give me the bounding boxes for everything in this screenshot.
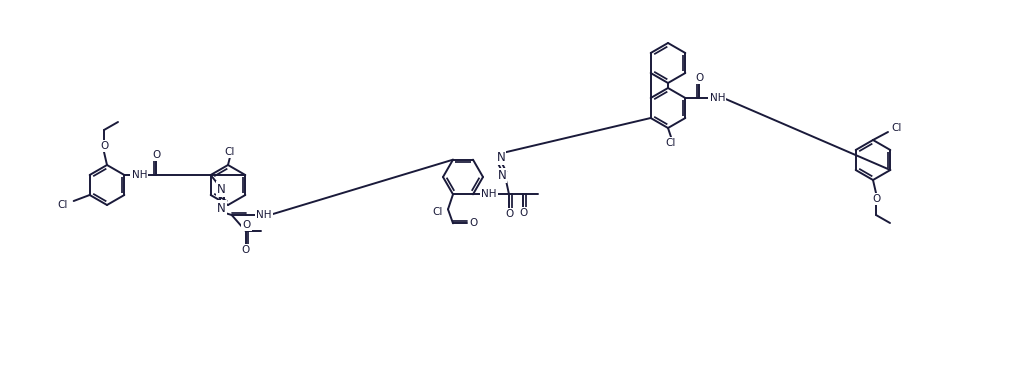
Text: O: O (872, 194, 880, 204)
Text: Cl: Cl (892, 123, 902, 133)
Text: O: O (505, 209, 513, 219)
Text: N: N (497, 151, 505, 164)
Text: O: O (152, 150, 161, 160)
Text: O: O (696, 73, 704, 83)
Text: NH: NH (132, 170, 147, 180)
Text: Cl: Cl (224, 147, 236, 157)
Text: N: N (217, 183, 226, 196)
Text: O: O (242, 245, 250, 255)
Text: O: O (243, 220, 251, 230)
Text: Cl: Cl (433, 207, 443, 217)
Text: NH: NH (482, 189, 497, 199)
Text: N: N (217, 202, 226, 215)
Text: Cl: Cl (666, 138, 676, 148)
Text: O: O (100, 141, 108, 151)
Text: O: O (469, 218, 477, 228)
Text: O: O (519, 208, 527, 218)
Text: Cl: Cl (58, 200, 68, 210)
Text: N: N (498, 169, 506, 182)
Text: NH: NH (710, 93, 725, 103)
Text: NH: NH (256, 210, 272, 220)
